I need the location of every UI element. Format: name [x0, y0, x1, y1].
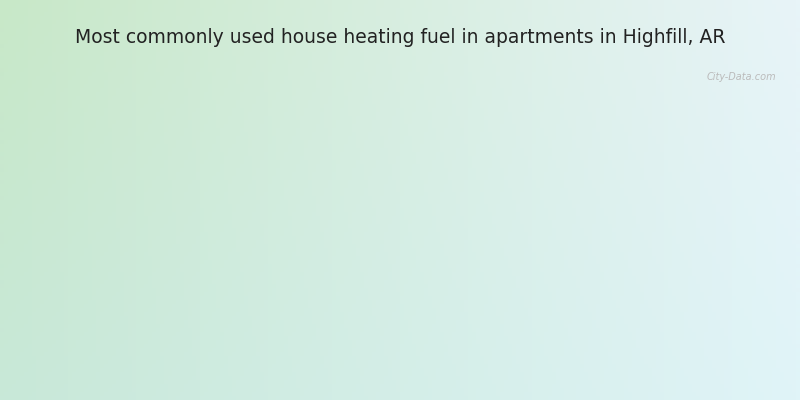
Wedge shape [495, 196, 593, 249]
Wedge shape [340, 62, 537, 184]
Wedge shape [207, 72, 369, 256]
Text: Most commonly used house heating fuel in apartments in Highfill, AR: Most commonly used house heating fuel in… [74, 28, 726, 47]
Text: City-Data.com: City-Data.com [706, 72, 776, 82]
Wedge shape [471, 119, 583, 224]
Wedge shape [500, 244, 593, 256]
